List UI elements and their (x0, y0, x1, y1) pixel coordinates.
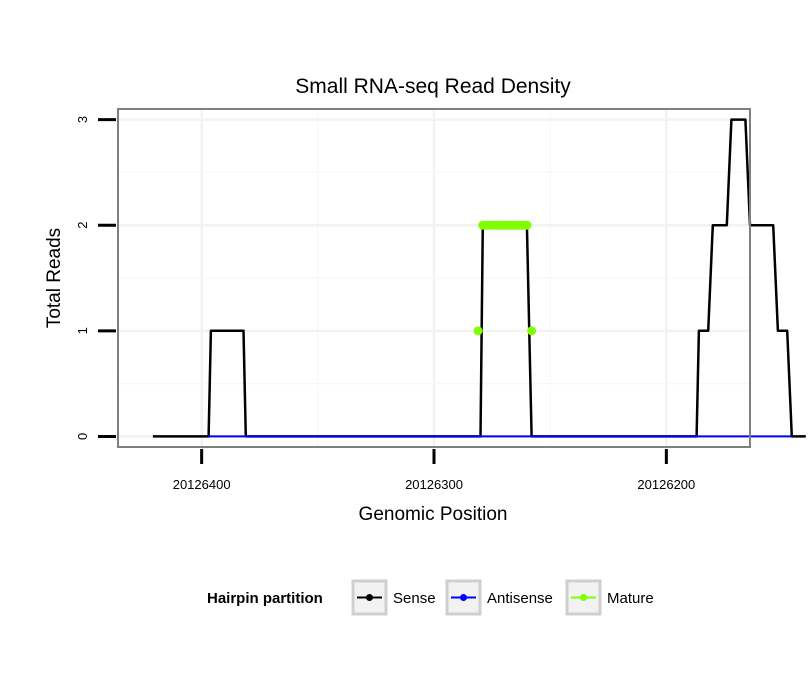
y-tick-label: 1 (75, 327, 90, 334)
antisense-legend-point (460, 594, 467, 601)
chart-title: Small RNA-seq Read Density (295, 75, 571, 98)
x-tick-label: 20126300 (405, 477, 463, 492)
legend-title: Hairpin partition (207, 590, 323, 607)
y-axis-label: Total Reads (44, 228, 65, 328)
y-tick-label: 2 (75, 222, 90, 229)
x-axis-label: Genomic Position (359, 504, 508, 525)
grid (118, 109, 750, 447)
sense-series-line (152, 118, 806, 438)
x-tick-label: 20126400 (173, 477, 231, 492)
axes: 20126400 20126300 20126200 0 1 2 3 (75, 116, 695, 492)
series-layer (152, 118, 806, 438)
sense-legend-point (366, 594, 373, 601)
legend: Hairpin partition Sense Antisense Mature (207, 579, 654, 616)
mature-point (473, 326, 483, 336)
mature-legend-point (580, 594, 587, 601)
x-tick-label: 20126200 (637, 477, 695, 492)
antisense-legend-label: Antisense (487, 590, 553, 607)
sense-legend-label: Sense (393, 590, 436, 607)
mature-point (527, 326, 537, 336)
y-tick-label: 0 (75, 433, 90, 440)
mature-legend-label: Mature (607, 590, 654, 607)
y-tick-label: 3 (75, 116, 90, 123)
mature-point (522, 220, 532, 230)
plot-panel-border (117, 108, 751, 448)
